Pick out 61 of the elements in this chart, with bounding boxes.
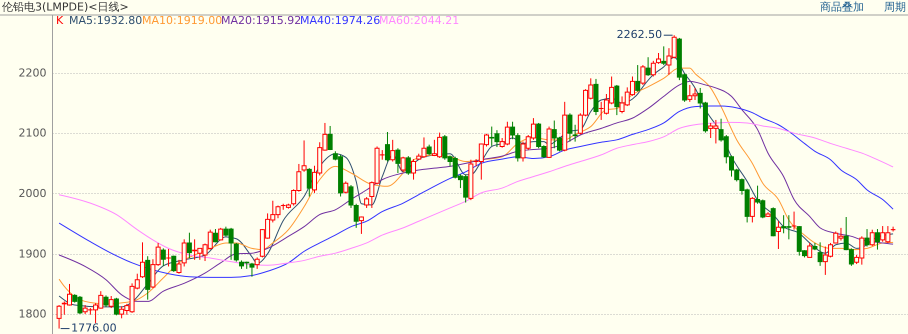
candlestick: [166, 248, 172, 267]
text: 周期: [884, 0, 906, 14]
candlestick: [343, 180, 348, 194]
y-tick-label: 2000: [18, 186, 46, 200]
candlestick: [140, 242, 145, 278]
text: MA40:1974.26: [300, 14, 380, 27]
candlestick: [171, 255, 176, 272]
candlestick: [864, 228, 870, 248]
y-tick-label: 1800: [18, 308, 46, 321]
candlestick: [328, 125, 333, 151]
candlestick: [411, 158, 416, 180]
y-tick-label: 2100: [18, 126, 46, 140]
candlestick: [302, 140, 307, 172]
candlestick: [635, 64, 640, 92]
annotation: 1776.00: [71, 322, 117, 334]
candlestick: [218, 227, 224, 242]
line-series: [58, 106, 894, 278]
text: MA60:2044.21: [379, 14, 460, 27]
candlestick: [306, 168, 312, 198]
candlestick: [104, 294, 108, 308]
candlestick: [614, 84, 620, 116]
candlestick: [572, 124, 578, 142]
candlestick: [818, 242, 823, 266]
candlestick: [640, 64, 646, 86]
candlestick: [108, 296, 114, 309]
candlestick: [792, 211, 797, 230]
candlestick: [160, 248, 166, 266]
candlestick: [567, 112, 572, 142]
candlestick: [776, 220, 781, 250]
candlestick: [176, 259, 182, 274]
candlestick: [358, 216, 364, 234]
candlestick: [114, 297, 119, 316]
candlestick: [384, 131, 390, 162]
candlestick: [646, 56, 651, 76]
text: MA10:1919.00: [142, 14, 222, 27]
candlestick: [426, 144, 432, 156]
candlestick: [364, 196, 370, 208]
candlestick: [750, 196, 755, 223]
candlestick: [874, 228, 880, 250]
candlestick: [234, 242, 239, 262]
candlestick: [395, 148, 400, 174]
candlestick: [400, 156, 406, 172]
candlestick: [661, 46, 666, 66]
chart-title: 伦铅电3(LMPDE)<日线>: [2, 0, 129, 14]
annotation: 2262.50: [616, 28, 662, 42]
candlestick: [186, 232, 192, 259]
candlestick: [254, 256, 260, 270]
candlestick: [390, 139, 396, 162]
text: MA5:1932.80: [69, 14, 142, 27]
candlestick: [212, 228, 218, 243]
candlestick: [870, 229, 875, 246]
candlestick: [807, 242, 812, 258]
candlestick: [56, 304, 62, 330]
y-tick-label: 1900: [18, 247, 46, 260]
text: K: [56, 14, 64, 27]
y-tick-label: 2200: [18, 66, 46, 80]
candlestick: [249, 262, 254, 278]
candlestick: [182, 238, 187, 267]
text: MA20:1915.92: [221, 14, 302, 27]
text: 商品叠加: [820, 0, 864, 14]
candlestick: [406, 156, 411, 176]
